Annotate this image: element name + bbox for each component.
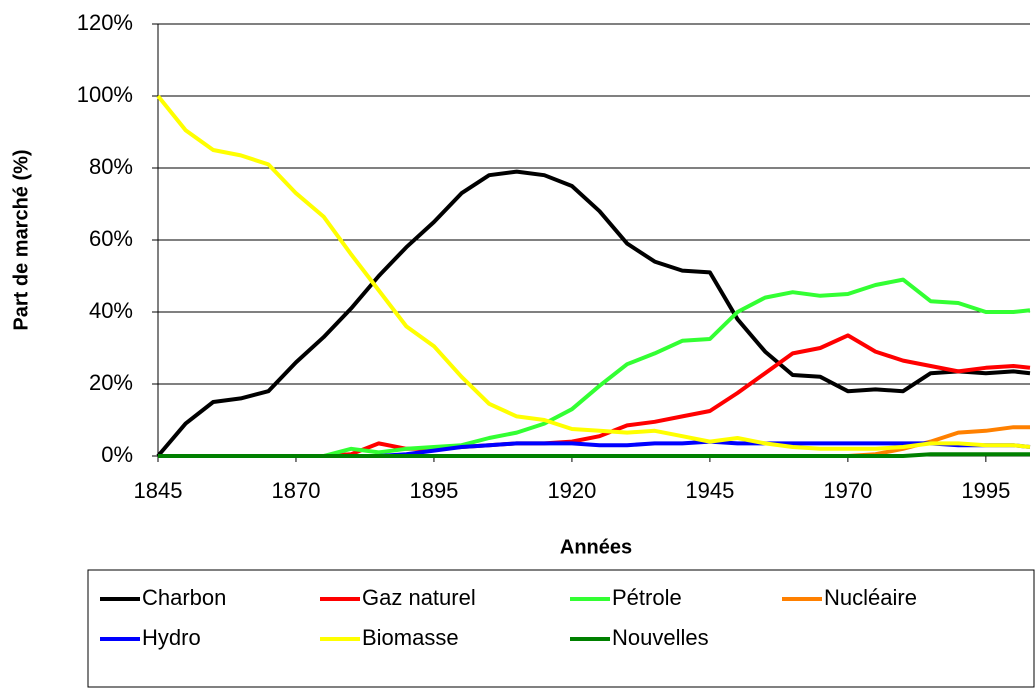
series-line <box>156 94 1031 451</box>
legend-label: Gaz naturel <box>362 585 476 610</box>
series-line <box>158 333 1031 458</box>
y-axis-title: Part de marché (%) <box>10 149 32 330</box>
x-axis-title: Années <box>560 536 632 558</box>
x-tick-label: 1870 <box>271 478 320 503</box>
y-tick-label: 60% <box>89 226 133 251</box>
legend-label: Nucléaire <box>824 585 917 610</box>
x-tick-label: 1945 <box>685 478 734 503</box>
legend-label: Pétrole <box>612 585 682 610</box>
y-tick-label: 40% <box>89 298 133 323</box>
x-tick-label: 1845 <box>134 478 183 503</box>
x-tick-label: 1970 <box>823 478 872 503</box>
y-tick-label: 20% <box>89 370 133 395</box>
x-tick-label: 1920 <box>547 478 596 503</box>
legend-label: Nouvelles <box>612 625 709 650</box>
y-tick-label: 120% <box>77 10 133 35</box>
y-tick-label: 80% <box>89 154 133 179</box>
legend-label: Hydro <box>142 625 201 650</box>
series-line <box>156 169 1031 458</box>
x-tick-label: 1895 <box>409 478 458 503</box>
legend-label: Biomasse <box>362 625 459 650</box>
y-tick-label: 0% <box>101 442 133 467</box>
series-line <box>158 452 1030 458</box>
legend-label: Charbon <box>142 585 226 610</box>
legend-box <box>87 569 1035 688</box>
y-tick-label: 100% <box>77 82 133 107</box>
x-tick-label: 1995 <box>961 478 1010 503</box>
